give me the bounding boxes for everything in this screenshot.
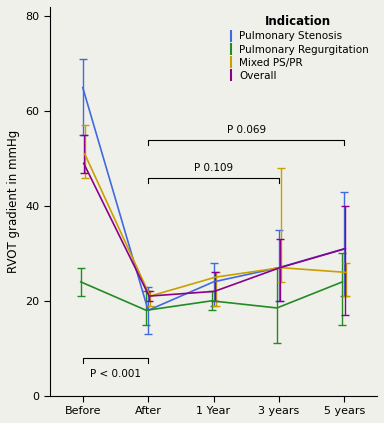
Text: P < 0.001: P < 0.001 [90,369,141,379]
Text: P 0.109: P 0.109 [194,163,233,173]
Legend: Pulmonary Stenosis, Pulmonary Regurgitation, Mixed PS/PR, Overall: Pulmonary Stenosis, Pulmonary Regurgitat… [224,12,372,84]
Y-axis label: RVOT gradient in mmHg: RVOT gradient in mmHg [7,130,20,273]
Text: P 0.069: P 0.069 [227,125,266,135]
